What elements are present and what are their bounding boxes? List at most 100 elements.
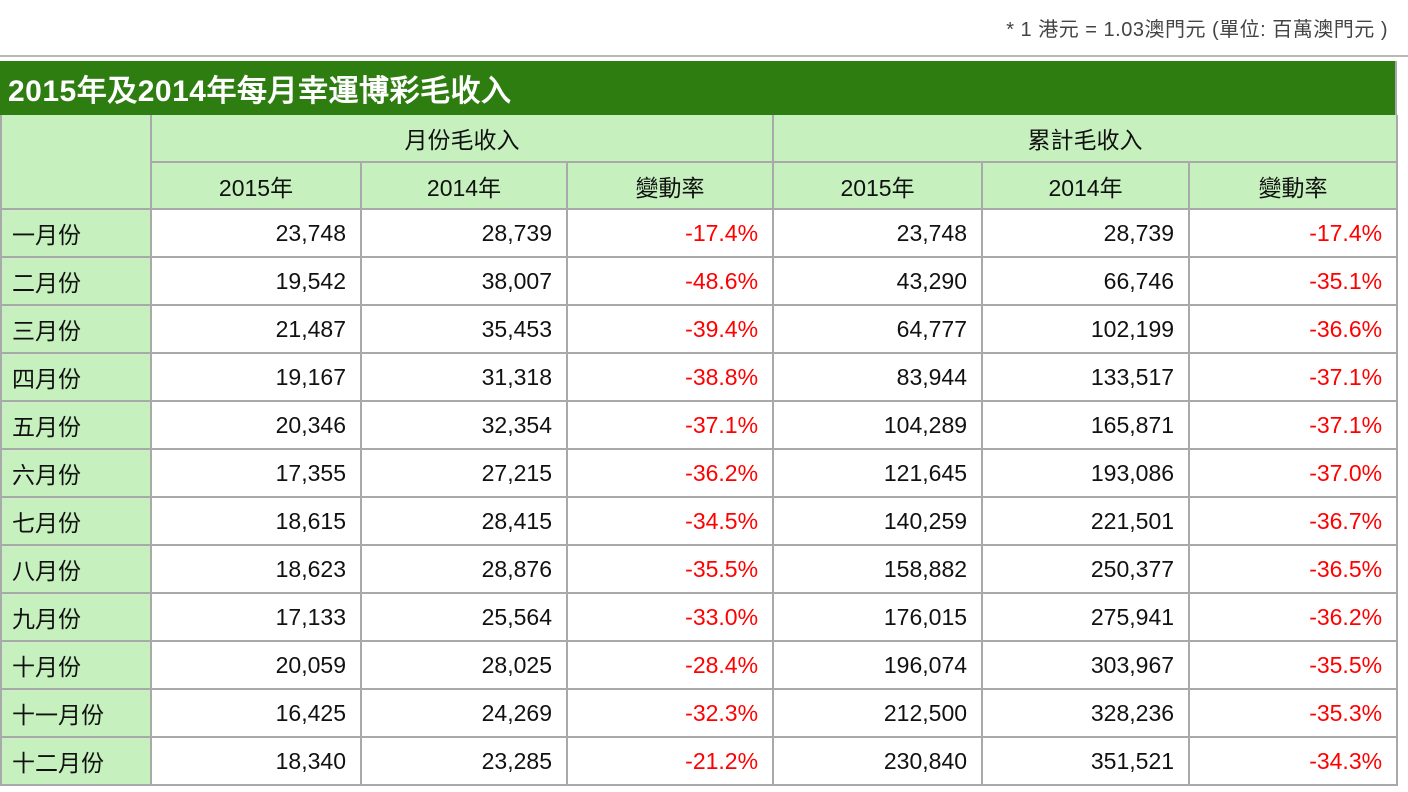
month-label: 十一月份 — [0, 688, 152, 738]
col-header-cumulative-2015: 2015年 — [772, 162, 984, 210]
revenue-value-cell: 32,354 — [360, 400, 568, 450]
revenue-value-cell: 23,748 — [772, 208, 984, 258]
table-row: 十月份 20,059 28,025 -28.4% 196,074 303,967 -35.5… — [0, 640, 1399, 690]
month-label: 一月份 — [0, 208, 152, 258]
revenue-value-cell: 196,074 — [772, 640, 984, 690]
change-rate-cell: -48.6% — [565, 256, 775, 306]
change-rate-cell: -37.0% — [1188, 448, 1399, 498]
table-row: 一月份 23,748 28,739 -17.4% 23,748 28,739 -17.4% — [0, 208, 1399, 258]
change-rate-cell: -38.8% — [565, 352, 775, 402]
month-label: 五月份 — [0, 400, 152, 450]
revenue-value-cell: 17,133 — [150, 592, 362, 642]
change-rate-cell: -35.1% — [1188, 256, 1399, 306]
table-row: 九月份 17,133 25,564 -33.0% 176,015 275,941 -36.2… — [0, 592, 1399, 642]
revenue-value-cell: 28,739 — [981, 208, 1191, 258]
change-rate-cell: -35.5% — [565, 544, 775, 594]
revenue-value-cell: 23,748 — [150, 208, 362, 258]
revenue-value-cell: 121,645 — [772, 448, 984, 498]
table-row: 八月份 18,623 28,876 -35.5% 158,882 250,377 -36.5… — [0, 544, 1399, 594]
col-header-monthly-2014: 2014年 — [360, 162, 568, 210]
revenue-value-cell: 43,290 — [772, 256, 984, 306]
month-label: 四月份 — [0, 352, 152, 402]
corner-cell — [0, 115, 152, 210]
month-label: 七月份 — [0, 496, 152, 546]
revenue-value-cell: 102,199 — [981, 304, 1191, 354]
group-header-cumulative: 累計毛收入 — [772, 115, 1399, 163]
change-rate-cell: -36.7% — [1188, 496, 1399, 546]
change-rate-cell: -36.2% — [565, 448, 775, 498]
month-label: 十月份 — [0, 640, 152, 690]
change-rate-cell: -32.3% — [565, 688, 775, 738]
month-label: 二月份 — [0, 256, 152, 306]
page-title: 2015年及2014年每月幸運博彩毛收入 — [8, 75, 512, 108]
change-rate-cell: -21.2% — [565, 736, 775, 786]
revenue-value-cell: 19,167 — [150, 352, 362, 402]
change-rate-cell: -28.4% — [565, 640, 775, 690]
col-header-cumulative-change: 變動率 — [1188, 162, 1399, 210]
change-rate-cell: -37.1% — [1188, 400, 1399, 450]
col-header-cumulative-2014: 2014年 — [981, 162, 1191, 210]
revenue-value-cell: 83,944 — [772, 352, 984, 402]
month-label: 十二月份 — [0, 736, 152, 786]
revenue-value-cell: 165,871 — [981, 400, 1191, 450]
revenue-value-cell: 38,007 — [360, 256, 568, 306]
revenue-value-cell: 17,355 — [150, 448, 362, 498]
revenue-value-cell: 66,746 — [981, 256, 1191, 306]
revenue-value-cell: 28,415 — [360, 496, 568, 546]
revenue-value-cell: 24,269 — [360, 688, 568, 738]
revenue-value-cell: 176,015 — [772, 592, 984, 642]
change-rate-cell: -33.0% — [565, 592, 775, 642]
revenue-value-cell: 193,086 — [981, 448, 1191, 498]
table-row: 七月份 18,615 28,415 -34.5% 140,259 221,501 -36.7… — [0, 496, 1399, 546]
table-row: 十二月份 18,340 23,285 -21.2% 230,840 351,521 -34.… — [0, 736, 1399, 786]
exchange-rate-note: * 1 港元 = 1.03澳門元 (單位: 百萬澳門元 ) — [1006, 19, 1388, 41]
table-row: 二月份 19,542 38,007 -48.6% 43,290 66,746 -35.1% — [0, 256, 1399, 306]
revenue-value-cell: 133,517 — [981, 352, 1191, 402]
revenue-value-cell: 230,840 — [772, 736, 984, 786]
revenue-value-cell: 16,425 — [150, 688, 362, 738]
month-label: 九月份 — [0, 592, 152, 642]
table-row: 四月份 19,167 31,318 -38.8% 83,944 133,517 -37.1% — [0, 352, 1399, 402]
change-rate-cell: -39.4% — [565, 304, 775, 354]
revenue-value-cell: 158,882 — [772, 544, 984, 594]
revenue-value-cell: 20,059 — [150, 640, 362, 690]
change-rate-cell: -34.5% — [565, 496, 775, 546]
change-rate-cell: -17.4% — [1188, 208, 1399, 258]
change-rate-cell: -37.1% — [1188, 352, 1399, 402]
table-row: 三月份 21,487 35,453 -39.4% 64,777 102,199 -36.6% — [0, 304, 1399, 354]
exchange-rate-note-bar: * 1 港元 = 1.03澳門元 (單位: 百萬澳門元 ) — [0, 0, 1408, 57]
revenue-value-cell: 25,564 — [360, 592, 568, 642]
revenue-value-cell: 351,521 — [981, 736, 1191, 786]
year-header-row: 2015年 2014年 變動率 2015年 2014年 變動率 — [1, 162, 1399, 210]
change-rate-cell: -37.1% — [565, 400, 775, 450]
table-body: 一月份 23,748 28,739 -17.4% 23,748 28,739 -17.4% 二… — [0, 208, 1399, 786]
revenue-value-cell: 250,377 — [981, 544, 1191, 594]
col-header-monthly-2015: 2015年 — [150, 162, 362, 210]
revenue-value-cell: 23,285 — [360, 736, 568, 786]
month-label: 六月份 — [0, 448, 152, 498]
change-rate-cell: -17.4% — [565, 208, 775, 258]
revenue-value-cell: 212,500 — [772, 688, 984, 738]
change-rate-cell: -35.5% — [1188, 640, 1399, 690]
month-label: 三月份 — [0, 304, 152, 354]
change-rate-cell: -36.2% — [1188, 592, 1399, 642]
col-header-monthly-change: 變動率 — [565, 162, 775, 210]
revenue-value-cell: 21,487 — [150, 304, 362, 354]
revenue-value-cell: 20,346 — [150, 400, 362, 450]
table-row: 五月份 20,346 32,354 -37.1% 104,289 165,871 -37.1… — [0, 400, 1399, 450]
main-content: 2015年及2014年每月幸運博彩毛收入 月份毛收入 累計毛收入 2015年 2… — [0, 61, 1399, 786]
group-header-monthly: 月份毛收入 — [149, 115, 775, 163]
revenue-value-cell: 140,259 — [772, 496, 984, 546]
revenue-value-cell: 27,215 — [360, 448, 568, 498]
table-row: 六月份 17,355 27,215 -36.2% 121,645 193,086 -37.0… — [0, 448, 1399, 498]
month-label: 八月份 — [0, 544, 152, 594]
change-rate-cell: -34.3% — [1188, 736, 1399, 786]
table-header: 月份毛收入 累計毛收入 2015年 2014年 變動率 2015年 2014年 … — [0, 115, 1399, 210]
revenue-value-cell: 221,501 — [981, 496, 1191, 546]
revenue-value-cell: 64,777 — [772, 304, 984, 354]
revenue-value-cell: 104,289 — [772, 400, 984, 450]
revenue-value-cell: 18,623 — [150, 544, 362, 594]
revenue-value-cell: 31,318 — [360, 352, 568, 402]
revenue-value-cell: 275,941 — [981, 592, 1191, 642]
gross-revenue-table: 月份毛收入 累計毛收入 2015年 2014年 變動率 2015年 2014年 … — [0, 115, 1399, 786]
